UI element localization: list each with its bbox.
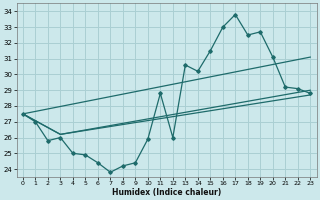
X-axis label: Humidex (Indice chaleur): Humidex (Indice chaleur)	[112, 188, 221, 197]
